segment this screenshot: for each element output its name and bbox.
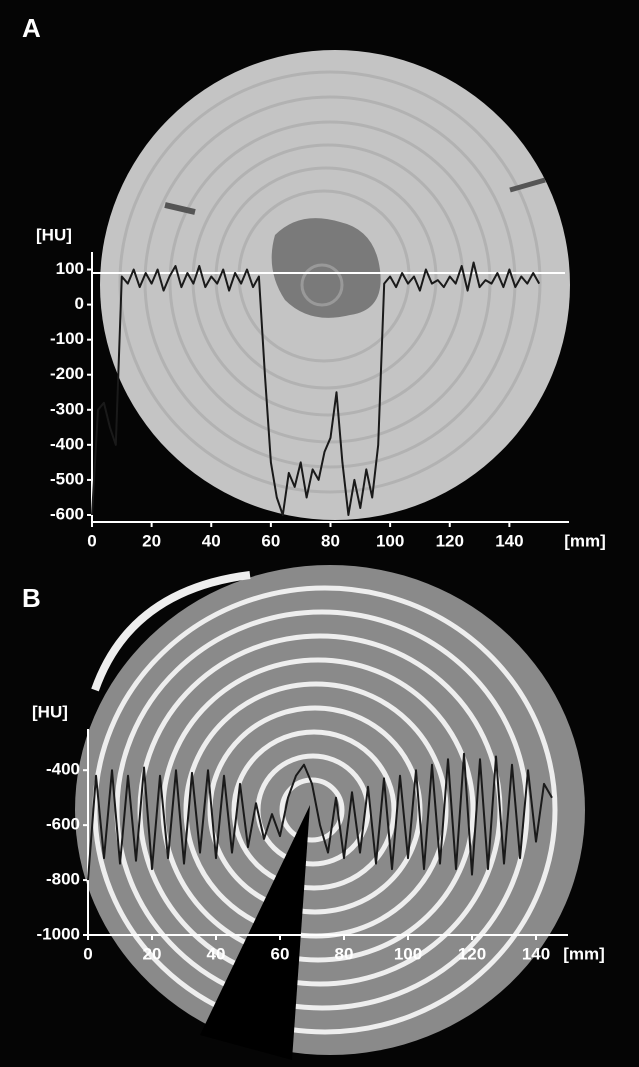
y-tick-label: -100 xyxy=(50,329,84,348)
y-tick-label: 0 xyxy=(75,294,84,313)
x-tick-label: 140 xyxy=(522,944,550,963)
x-tick-label: 60 xyxy=(261,531,280,550)
x-tick-label: 120 xyxy=(458,944,486,963)
y-tick-label: -1000 xyxy=(37,924,80,943)
x-tick-label: 20 xyxy=(142,531,161,550)
x-tick-label: 20 xyxy=(143,944,162,963)
x-tick-label: 100 xyxy=(394,944,422,963)
x-tick-label: 100 xyxy=(376,531,404,550)
x-tick-label: 0 xyxy=(83,944,92,963)
x-tick-label: 40 xyxy=(207,944,226,963)
y-tick-label: -600 xyxy=(46,815,80,834)
x-tick-label: 40 xyxy=(202,531,221,550)
panel-label: A xyxy=(22,13,41,43)
y-tick-label: -400 xyxy=(46,760,80,779)
x-tick-label: 140 xyxy=(495,531,523,550)
x-tick-label: 80 xyxy=(335,944,354,963)
profile-line xyxy=(87,752,553,881)
y-tick-label: -800 xyxy=(46,870,80,889)
y-tick-label: -200 xyxy=(50,364,84,383)
x-tick-label: 0 xyxy=(87,531,96,550)
profile-line xyxy=(91,261,541,516)
x-tick-label: 80 xyxy=(321,531,340,550)
y-tick-label: -300 xyxy=(50,399,84,418)
y-tick-label: -500 xyxy=(50,469,84,488)
y-tick-label: -400 xyxy=(50,434,84,453)
y-tick-label: 100 xyxy=(56,259,84,278)
x-axis-label: [mm] xyxy=(564,531,606,550)
disk-a xyxy=(92,50,570,520)
y-axis-label: [HU] xyxy=(32,702,68,721)
x-axis-label: [mm] xyxy=(563,944,605,963)
x-tick-label: 120 xyxy=(436,531,464,550)
y-tick-label: -600 xyxy=(50,504,84,523)
x-tick-label: 60 xyxy=(271,944,290,963)
y-axis-label: [HU] xyxy=(36,225,72,244)
panel-label: B xyxy=(22,583,41,613)
